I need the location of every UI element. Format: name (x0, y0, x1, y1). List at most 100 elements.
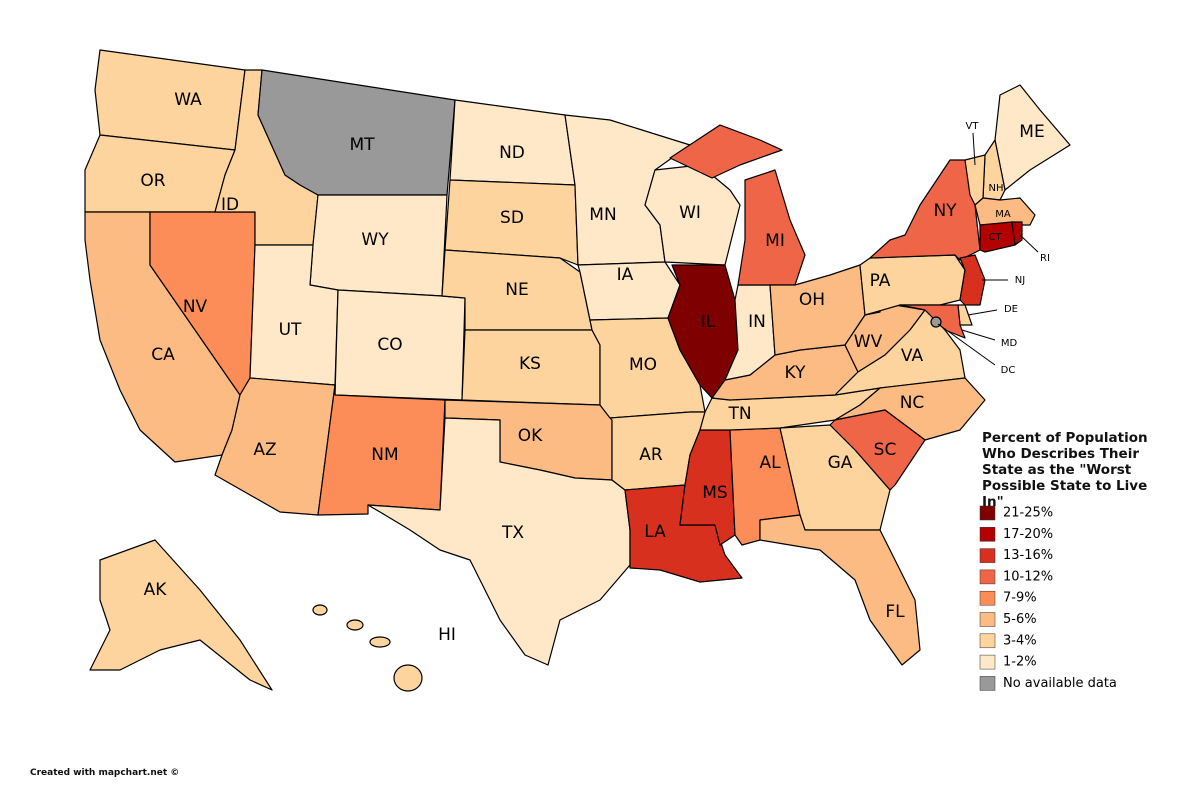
legend-swatch (979, 654, 996, 670)
state-label: MI (765, 231, 785, 251)
state-shape (959, 254, 986, 306)
state-label: NY (933, 201, 957, 221)
legend-swatch (979, 633, 996, 649)
state-label: NV (183, 297, 208, 317)
credit: Created with mapchart.net © (30, 768, 180, 778)
state-label: WI (679, 203, 701, 223)
legend-label: 10-12% (1003, 569, 1053, 584)
leader-line (972, 132, 976, 166)
states (84, 49, 1071, 692)
state-label: ME (1019, 122, 1044, 142)
legend-swatch (979, 676, 996, 691)
state-shape (89, 539, 273, 691)
state-label: VA (901, 346, 924, 366)
state-label: DC (1001, 365, 1016, 376)
state-label: MS (702, 483, 727, 503)
state-label: NC (900, 393, 925, 413)
state-shape (312, 604, 328, 616)
legend-title: Percent of Population Who Describes Thei… (982, 430, 1148, 510)
state-label: WA (174, 90, 202, 110)
state-label: MN (589, 205, 616, 225)
leader-lines (937, 132, 1039, 366)
state-shape (869, 159, 981, 261)
state-label: AK (144, 580, 168, 600)
legend-swatch (979, 569, 996, 585)
legend-swatch (979, 548, 996, 563)
state-label: AR (639, 445, 663, 465)
state-shape (444, 179, 579, 266)
state-label: AZ (253, 440, 276, 460)
state-label: OR (140, 171, 165, 191)
state-label: NM (371, 445, 398, 465)
state-label: MD (1001, 338, 1018, 349)
state-shape (393, 664, 423, 692)
state-shape (1011, 221, 1023, 246)
state-label: DE (1004, 304, 1018, 315)
state-label: IL (701, 312, 716, 332)
state-label: UT (279, 320, 302, 340)
hawaii-islands (312, 604, 423, 692)
state-label: KY (785, 363, 807, 383)
state-shape (257, 69, 456, 196)
state-label: IN (748, 312, 766, 332)
state-label: TX (501, 523, 524, 543)
state-label: TN (727, 404, 751, 424)
state-shape (94, 49, 246, 151)
state-shape (994, 84, 1071, 191)
state-label: WY (361, 230, 389, 250)
legend-label: 21-25% (1003, 506, 1053, 521)
state-label: LA (644, 522, 666, 542)
state-label: PA (870, 271, 891, 291)
legend-label: 17-20% (1003, 527, 1053, 542)
state-label: RI (1040, 253, 1050, 264)
state-label: MA (995, 209, 1011, 220)
state-label: KS (519, 354, 541, 374)
state-shape (369, 636, 391, 648)
legend-swatch (979, 527, 996, 542)
state-label: GA (828, 453, 853, 473)
leader-line (1019, 234, 1039, 253)
state-label: MO (629, 355, 657, 375)
legend-label: 1-2% (1003, 655, 1037, 670)
state-label: NJ (1015, 275, 1025, 286)
state-label: HI (438, 625, 456, 645)
state-label: OK (518, 426, 543, 446)
state-shape (979, 221, 1016, 253)
state-label: OH (799, 290, 825, 310)
leader-line (961, 329, 996, 341)
leader-line (937, 323, 996, 366)
state-label: CA (151, 345, 175, 365)
state-label: FL (885, 602, 905, 622)
state-label: NH (989, 183, 1004, 194)
state-shape (737, 169, 806, 286)
state-shape (334, 289, 466, 401)
legend: 21-25% 17-20% 13-16% 10-12% 7-9% 5-6% 3-4% 1-2%… (979, 505, 1117, 691)
legend-swatch (979, 505, 996, 521)
state-shape (367, 417, 631, 666)
state-shape (669, 124, 783, 179)
state-label: CT (988, 232, 1002, 243)
state-shape (346, 619, 364, 631)
state-label: ND (499, 143, 525, 163)
leader-line (967, 309, 998, 316)
state-label: VT (966, 121, 980, 132)
state-label: NE (505, 280, 528, 300)
legend-label: 13-16% (1003, 548, 1053, 563)
state-shape (899, 304, 966, 339)
state-label: ID (221, 195, 239, 215)
state-labels: WA OR CA NV ID MT WY UT CO AZ NM ND SD N… (140, 90, 1050, 645)
state-label: SD (500, 208, 524, 228)
state-label: AL (759, 453, 781, 473)
legend-label: 3-4% (1003, 633, 1037, 648)
state-shape (759, 514, 921, 666)
legend-label: 7-9% (1003, 591, 1037, 606)
legend-label: No available data (1003, 676, 1117, 691)
legend-swatch (979, 612, 996, 627)
state-label: SC (874, 440, 897, 460)
state-label: MT (349, 135, 375, 155)
legend-label: 5-6% (1003, 612, 1037, 627)
state-label: IA (617, 265, 634, 285)
